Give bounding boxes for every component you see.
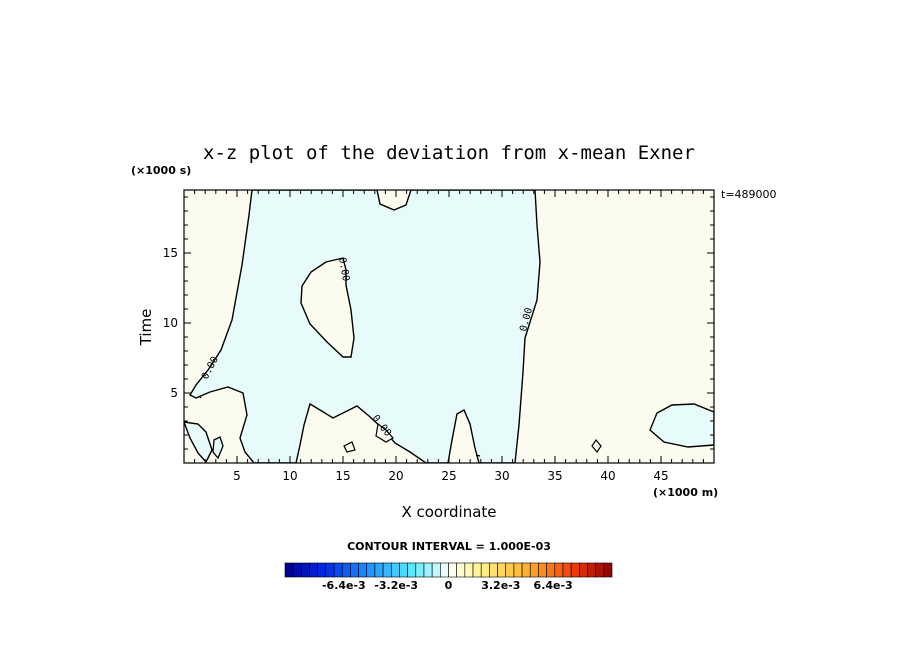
colorbar-swatch [325, 562, 335, 578]
colorbar-swatch [358, 562, 368, 578]
colorbar-swatch [456, 562, 466, 578]
negative-pocket-right [649, 403, 714, 448]
x-tick-label: 40 [600, 469, 615, 483]
x-axis-label: X coordinate [401, 503, 496, 521]
positive-dot [198, 395, 202, 399]
colorbar-tick-labels: -6.4e-3 -3.2e-3 0 3.2e-3 6.4e-3 [322, 579, 573, 592]
colorbar-swatch [317, 562, 327, 578]
colorbar-swatch [301, 562, 310, 578]
colorbar-swatch [538, 562, 547, 578]
contour-interval-text: CONTOUR INTERVAL = 1.000E-03 [347, 540, 551, 553]
x-tick-label: 30 [494, 469, 509, 483]
colorbar-swatch [399, 562, 408, 578]
colorbar-swatch [390, 562, 400, 578]
colorbar-swatch [374, 562, 384, 578]
x-units-label: (×1000 m) [653, 486, 718, 499]
axis-ticks [184, 190, 714, 463]
chart-title: x-z plot of the deviation from x-mean Ex… [203, 142, 695, 164]
x-tick-label: 45 [653, 469, 668, 483]
y-axis-label: Time [137, 309, 155, 347]
y-tick-label: 10 [163, 316, 178, 330]
colorbar-swatch [529, 562, 539, 578]
colorbar-swatch [578, 562, 588, 578]
colorbar-swatch [562, 562, 572, 578]
x-tick-label: 10 [282, 469, 297, 483]
negative-pocket-left-small [212, 436, 224, 460]
positive-island [300, 257, 355, 358]
colorbar-swatch [497, 562, 507, 578]
colorbar-tick-label: 3.2e-3 [481, 579, 520, 592]
colorbar-swatch [513, 562, 523, 578]
colorbar-swatch [341, 562, 351, 578]
contour-label: 0.00 [336, 257, 351, 283]
colorbar-tick-label: 6.4e-3 [534, 579, 573, 592]
y-units-label: (×1000 s) [131, 164, 191, 177]
colorbar [284, 562, 613, 578]
colorbar-swatch [480, 562, 490, 578]
colorbar-swatch [366, 562, 376, 578]
colorbar-swatch [505, 562, 515, 578]
axis-tick-labels: 5 10 15 20 25 30 35 40 45 5 10 15 [163, 246, 669, 483]
time-stamp: t=489000 [721, 188, 777, 201]
x-tick-label: 35 [547, 469, 562, 483]
colorbar-swatch [448, 562, 457, 578]
colorbar-tick-label: 0 [445, 579, 453, 592]
colorbar-swatch [382, 562, 392, 578]
colorbar-swatch [595, 562, 605, 578]
y-tick-label: 15 [163, 246, 178, 260]
plot-area: 0.00 0.00 0.00 0.00 5 10 15 20 25 30 35 40 45510… [163, 189, 715, 483]
negative-region-main [189, 190, 541, 463]
x-tick-label: 5 [233, 469, 241, 483]
positive-dot-b [475, 454, 481, 457]
colorbar-swatch [472, 562, 482, 578]
x-tick-label: 25 [441, 469, 456, 483]
x-tick-label: 20 [388, 469, 403, 483]
colorbar-tick-label: -3.2e-3 [374, 579, 418, 592]
colorbar-swatch [309, 562, 318, 578]
colorbar-swatch [284, 562, 294, 578]
x-tick-label: 15 [335, 469, 350, 483]
colorbar-swatch [546, 562, 556, 578]
colorbar-swatch [554, 562, 564, 578]
negative-pocket-left [184, 421, 213, 463]
y-tick-label: 5 [170, 386, 178, 400]
colorbar-swatch [423, 562, 433, 578]
colorbar-swatch [440, 562, 449, 578]
positive-pocket-a [343, 441, 356, 453]
colorbar-swatch [350, 562, 359, 578]
colorbar-swatch [489, 562, 498, 578]
colorbar-swatch [570, 562, 580, 578]
colorbar-swatch [333, 562, 343, 578]
colorbar-swatch [464, 562, 474, 578]
colorbar-swatch [521, 562, 531, 578]
colorbar-swatch [431, 562, 441, 578]
positive-pocket-c [591, 438, 602, 454]
positive-pocket-b [375, 422, 394, 443]
colorbar-swatch [407, 562, 417, 578]
colorbar-swatch [415, 562, 425, 578]
colorbar-tick-label: -6.4e-3 [322, 579, 366, 592]
colorbar-swatch [603, 562, 613, 578]
colorbar-swatch [292, 562, 302, 578]
colorbar-swatch [587, 562, 596, 578]
